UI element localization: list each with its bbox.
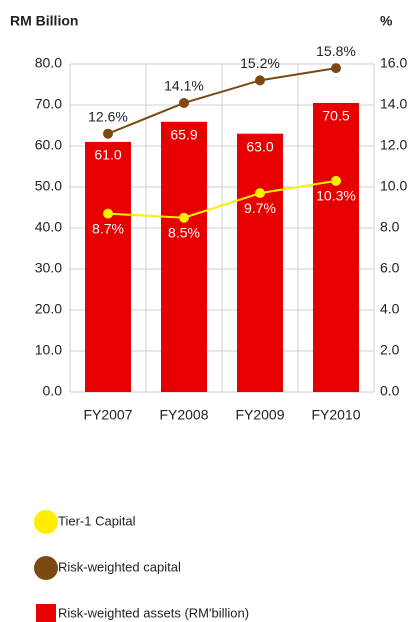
y2-tick-label: 14.0: [380, 96, 407, 112]
line-point: [103, 128, 113, 139]
y2-tick-label: 8.0: [380, 219, 400, 235]
line-value-label: 8.5%: [168, 224, 200, 240]
y-tick-label: 40.0: [35, 219, 62, 235]
line-point: [255, 75, 265, 86]
bar-value-label: 70.5: [322, 108, 349, 124]
y2-axis-title: %: [380, 13, 393, 29]
y-tick-label: 70.0: [35, 96, 62, 112]
line-value-label: 15.8%: [316, 43, 356, 59]
bar-value-label: 61.0: [94, 147, 121, 163]
bar-value-label: 65.9: [170, 127, 197, 143]
y2-tick-label: 12.0: [380, 137, 407, 153]
legend-label: Tier-1 Capital: [58, 513, 136, 528]
legend-swatch: [36, 604, 56, 622]
legend-label: Risk-weighted capital: [58, 559, 181, 574]
line-point: [255, 188, 265, 199]
y-tick-label: 30.0: [35, 260, 62, 276]
y-tick-label: 60.0: [35, 137, 62, 153]
line-point: [331, 175, 341, 186]
y-tick-label: 0.0: [43, 383, 63, 399]
x-tick-label: FY2009: [235, 407, 284, 423]
y-tick-label: 50.0: [35, 178, 62, 194]
bar: [313, 102, 359, 392]
bar: [237, 133, 283, 392]
legend-label: Risk-weighted assets (RM'billion): [58, 605, 249, 620]
y2-tick-label: 16.0: [380, 55, 407, 71]
line-value-label: 14.1%: [164, 78, 204, 94]
bar: [161, 121, 207, 392]
line-point: [179, 212, 189, 223]
line-value-label: 12.6%: [88, 108, 128, 124]
bar-value-label: 63.0: [246, 138, 273, 154]
y-tick-label: 20.0: [35, 301, 62, 317]
y2-tick-label: 10.0: [380, 178, 407, 194]
x-tick-label: FY2008: [159, 407, 208, 423]
line-point: [331, 63, 341, 74]
y-tick-label: 80.0: [35, 55, 62, 71]
y-axis-title: RM Billion: [10, 13, 78, 29]
legend-swatch: [34, 556, 58, 580]
y2-tick-label: 6.0: [380, 260, 400, 276]
line: [107, 179, 337, 219]
x-tick-label: FY2007: [83, 407, 132, 423]
line-value-label: 9.7%: [244, 200, 276, 216]
line: [107, 67, 337, 135]
y-tick-label: 10.0: [35, 342, 62, 358]
y2-tick-label: 2.0: [380, 342, 400, 358]
legend-swatch: [34, 510, 58, 534]
line-value-label: 10.3%: [316, 188, 356, 204]
x-tick-label: FY2010: [311, 407, 360, 423]
y2-tick-label: 0.0: [380, 383, 400, 399]
line-point: [179, 97, 189, 108]
y2-tick-label: 4.0: [380, 301, 400, 317]
line-value-label: 8.7%: [92, 220, 124, 236]
line-point: [103, 208, 113, 219]
line-value-label: 15.2%: [240, 55, 280, 71]
bar: [85, 141, 131, 392]
